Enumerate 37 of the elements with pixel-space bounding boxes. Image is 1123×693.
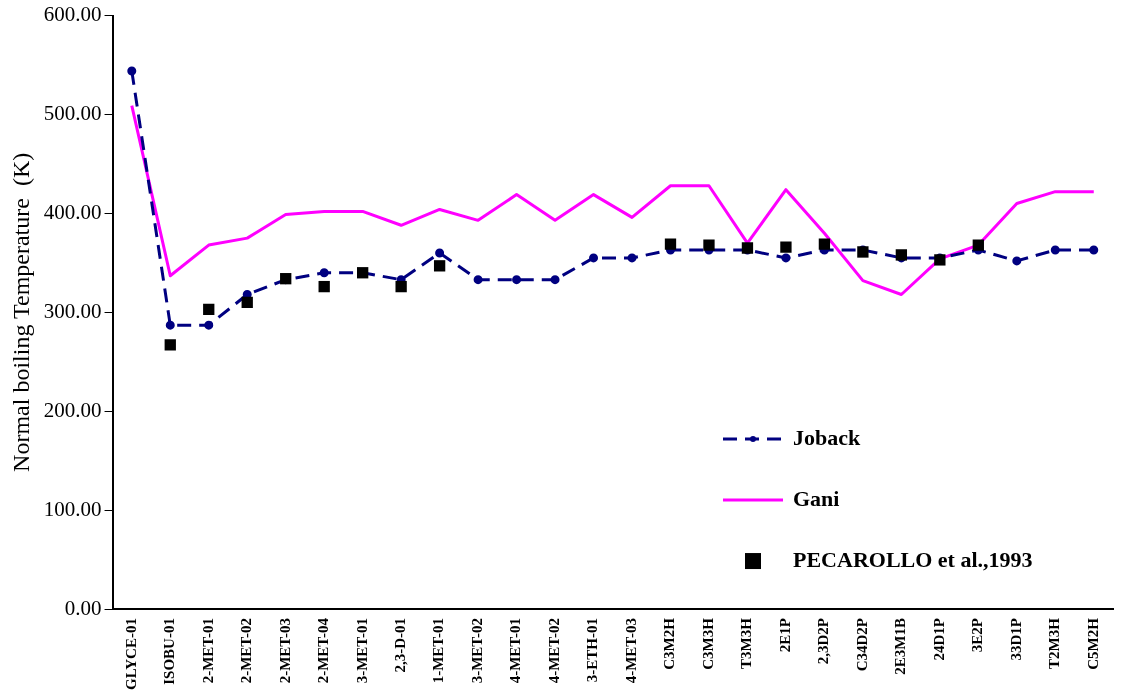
x-tick-label: 2-MET-04 [315, 617, 332, 684]
legend-label: PECAROLLO et al.,1993 [793, 546, 1033, 572]
x-tick-label: 2-MET-03 [276, 618, 293, 684]
y-tick-label: 400.00 [43, 199, 102, 224]
legend-label: Gani [793, 485, 840, 511]
x-tick-label: T2M3H [1046, 617, 1063, 669]
x-tick-label: T3M3H [738, 617, 755, 669]
x-tick-label: 2-MET-02 [238, 618, 255, 684]
x-tick-label: 2,3-D-01 [392, 618, 409, 673]
y-tick-label: 500.00 [43, 101, 102, 126]
x-tick-label: C3M2H [661, 617, 678, 670]
legend-label: Joback [793, 424, 861, 450]
x-tick-label: 4-MET-01 [507, 618, 524, 684]
x-tick-label: C3M3H [699, 617, 716, 670]
x-tick-label: 3E2P [969, 618, 986, 653]
x-tick-label: 33D1P [1007, 618, 1024, 661]
x-tick-label: 3-MET-01 [353, 618, 370, 684]
x-tick-label: 1-MET-01 [430, 618, 447, 684]
x-tick-label: 2E1P [776, 618, 793, 653]
x-tick-label: C34D2P [853, 618, 870, 672]
x-tick-label: ISOBU-01 [161, 618, 178, 685]
y-tick-label: 0.00 [64, 595, 102, 620]
x-tick-label: 4-MET-02 [545, 618, 562, 684]
y-tick-label: 300.00 [43, 298, 102, 323]
x-tick-label: GLYCE-01 [122, 618, 139, 691]
y-axis-title: Normal boiling Temperature (K) [7, 152, 34, 472]
x-tick-label: 3-ETH-01 [584, 618, 601, 683]
x-tick-label: 3-MET-02 [468, 618, 485, 684]
x-tick-label: 24D1P [930, 618, 947, 661]
x-tick-label: 2E3M1B [892, 618, 909, 675]
x-tick-label: 2,3D2P [815, 618, 832, 665]
y-tick-label: 100.00 [43, 496, 102, 521]
x-tick-label: 4-MET-03 [622, 618, 639, 684]
y-tick-label: 200.00 [43, 397, 102, 422]
x-tick-label: C5M2H [1084, 617, 1101, 670]
y-tick-label: 600.00 [43, 2, 102, 27]
x-tick-label: 2-MET-01 [199, 618, 216, 684]
